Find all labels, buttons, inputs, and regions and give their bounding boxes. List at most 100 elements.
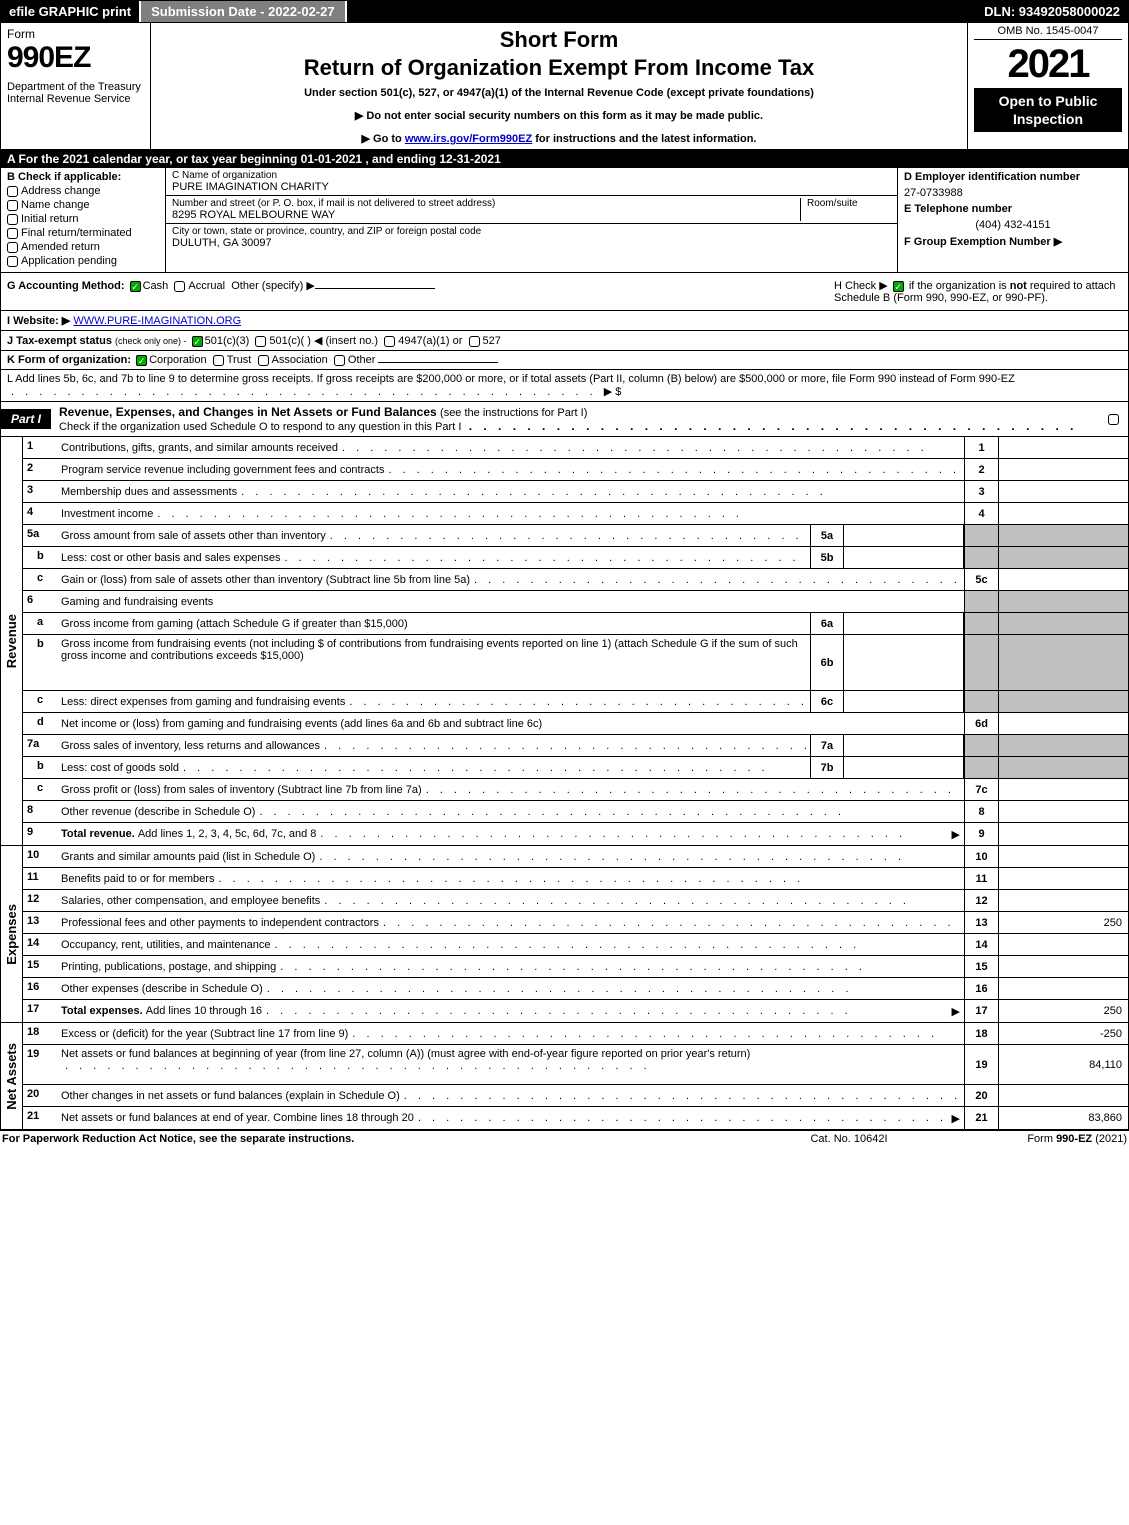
- val-5a: [844, 525, 964, 546]
- checkbox-icon: [258, 355, 269, 366]
- website-link[interactable]: WWW.PURE-IMAGINATION.ORG: [73, 315, 241, 327]
- val-12: [998, 890, 1128, 911]
- net-assets-vlabel: Net Assets: [1, 1023, 23, 1129]
- line-a-calendar-year: A For the 2021 calendar year, or tax yea…: [0, 150, 1129, 168]
- group-exemption-label: F Group Exemption Number ▶: [904, 236, 1062, 248]
- row-6a: a Gross income from gaming (attach Sched…: [23, 613, 1128, 635]
- directive-goto: ▶ Go to www.irs.gov/Form990EZ for instru…: [159, 132, 959, 145]
- check-amended-return[interactable]: Amended return: [7, 241, 159, 253]
- val-6a: [844, 613, 964, 634]
- val-6c: [844, 691, 964, 712]
- top-bar-spacer: [347, 1, 977, 22]
- g-cash: Cash: [143, 280, 169, 292]
- check-name-change[interactable]: Name change: [7, 199, 159, 211]
- h-pre: H Check ▶: [834, 280, 891, 292]
- page-footer: For Paperwork Reduction Act Notice, see …: [0, 1130, 1129, 1147]
- checkbox-icon: [213, 355, 224, 366]
- row-6: 6 Gaming and fundraising events: [23, 591, 1128, 613]
- row-g-h: G Accounting Method: Cash Accrual Other …: [0, 273, 1129, 311]
- j-501c3: 501(c)(3): [205, 335, 250, 347]
- checkbox-icon: [7, 186, 18, 197]
- header-subtitle: Under section 501(c), 527, or 4947(a)(1)…: [159, 87, 959, 99]
- row-16: 16 Other expenses (describe in Schedule …: [23, 978, 1128, 1000]
- k-other: Other: [348, 354, 376, 366]
- omb-number: OMB No. 1545-0047: [974, 25, 1122, 40]
- val-21: 83,860: [998, 1107, 1128, 1129]
- telephone-label: E Telephone number: [904, 203, 1012, 215]
- row-3: 3 Membership dues and assessments 3: [23, 481, 1128, 503]
- val-8: [998, 801, 1128, 822]
- val-20: [998, 1085, 1128, 1106]
- row-7a: 7a Gross sales of inventory, less return…: [23, 735, 1128, 757]
- val-11: [998, 868, 1128, 889]
- row-8: 8 Other revenue (describe in Schedule O)…: [23, 801, 1128, 823]
- val-13: 250: [998, 912, 1128, 933]
- telephone-value: (404) 432-4151: [904, 219, 1122, 231]
- g-label: G Accounting Method:: [7, 280, 125, 292]
- row-7c: c Gross profit or (loss) from sales of i…: [23, 779, 1128, 801]
- j-501c: 501(c)( ) ◀ (insert no.): [269, 335, 378, 347]
- submission-date-label: Submission Date - 2022-02-27: [139, 1, 347, 22]
- part-i-note: (see the instructions for Part I): [440, 407, 587, 419]
- val-5b: [844, 547, 964, 568]
- row-5c: c Gain or (loss) from sale of assets oth…: [23, 569, 1128, 591]
- i-label: I Website: ▶: [7, 315, 70, 327]
- expenses-block: Expenses 10 Grants and similar amounts p…: [0, 846, 1129, 1023]
- directive-goto-post: for instructions and the latest informat…: [532, 133, 756, 145]
- short-form-title: Short Form: [159, 27, 959, 53]
- val-6b: [844, 635, 964, 690]
- schedule-o-checkbox[interactable]: [1108, 413, 1128, 425]
- val-14: [998, 934, 1128, 955]
- part-i-header: Part I Revenue, Expenses, and Changes in…: [0, 402, 1129, 437]
- g-accrual: Accrual: [188, 280, 225, 292]
- val-1: [998, 437, 1128, 458]
- row-15: 15 Printing, publications, postage, and …: [23, 956, 1128, 978]
- column-c-org-info: C Name of organization PURE IMAGINATION …: [166, 168, 898, 272]
- department-label: Department of the Treasury Internal Reve…: [7, 81, 144, 105]
- header-left: Form 990EZ Department of the Treasury In…: [1, 23, 151, 149]
- line-k-form-org: K Form of organization: Corporation Trus…: [0, 351, 1129, 370]
- room-suite-label: Room/suite: [801, 198, 891, 221]
- open-to-public-inspection: Open to Public Inspection: [974, 88, 1122, 132]
- j-note: (check only one) -: [115, 336, 187, 346]
- j-527: 527: [483, 335, 501, 347]
- row-7b: b Less: cost of goods sold 7b: [23, 757, 1128, 779]
- irs-link[interactable]: www.irs.gov/Form990EZ: [405, 133, 532, 145]
- net-assets-block: Net Assets 18 Excess or (deficit) for th…: [0, 1023, 1129, 1130]
- check-address-change[interactable]: Address change: [7, 185, 159, 197]
- val-17: 250: [998, 1000, 1128, 1022]
- row-21: 21 Net assets or fund balances at end of…: [23, 1107, 1128, 1129]
- check-final-return[interactable]: Final return/terminated: [7, 227, 159, 239]
- checkbox-checked-icon: [893, 281, 904, 292]
- form-word: Form: [7, 27, 144, 41]
- column-b-checkboxes: B Check if applicable: Address change Na…: [1, 168, 166, 272]
- g-other: Other (specify) ▶: [231, 280, 315, 292]
- address-row: Number and street (or P. O. box, if mail…: [166, 196, 897, 224]
- val-2: [998, 459, 1128, 480]
- checkbox-icon: [174, 281, 185, 292]
- revenue-block: Revenue 1 Contributions, gifts, grants, …: [0, 437, 1129, 846]
- checkbox-icon: [1108, 414, 1119, 425]
- header-center: Short Form Return of Organization Exempt…: [151, 23, 968, 149]
- ein-value: 27-0733988: [904, 187, 1122, 199]
- revenue-vlabel: Revenue: [1, 437, 23, 845]
- k-other-blank: [378, 362, 498, 363]
- return-title: Return of Organization Exempt From Incom…: [159, 55, 959, 81]
- org-name-label: C Name of organization: [172, 170, 891, 181]
- footer-paperwork: For Paperwork Reduction Act Notice, see …: [0, 1133, 749, 1145]
- k-association: Association: [272, 354, 328, 366]
- row-12: 12 Salaries, other compensation, and emp…: [23, 890, 1128, 912]
- row-6c: c Less: direct expenses from gaming and …: [23, 691, 1128, 713]
- val-15: [998, 956, 1128, 977]
- val-10: [998, 846, 1128, 867]
- efile-print-label[interactable]: efile GRAPHIC print: [1, 1, 139, 22]
- check-application-pending[interactable]: Application pending: [7, 255, 159, 267]
- check-initial-return[interactable]: Initial return: [7, 213, 159, 225]
- line-j-tax-exempt: J Tax-exempt status (check only one) - 5…: [0, 331, 1129, 351]
- line-i-website: I Website: ▶ WWW.PURE-IMAGINATION.ORG: [0, 311, 1129, 331]
- l-text: L Add lines 5b, 6c, and 7b to line 9 to …: [7, 373, 1015, 385]
- ein-label: D Employer identification number: [904, 171, 1080, 183]
- checkbox-icon: [255, 336, 266, 347]
- footer-catno: Cat. No. 10642I: [749, 1133, 949, 1145]
- k-label: K Form of organization:: [7, 354, 131, 366]
